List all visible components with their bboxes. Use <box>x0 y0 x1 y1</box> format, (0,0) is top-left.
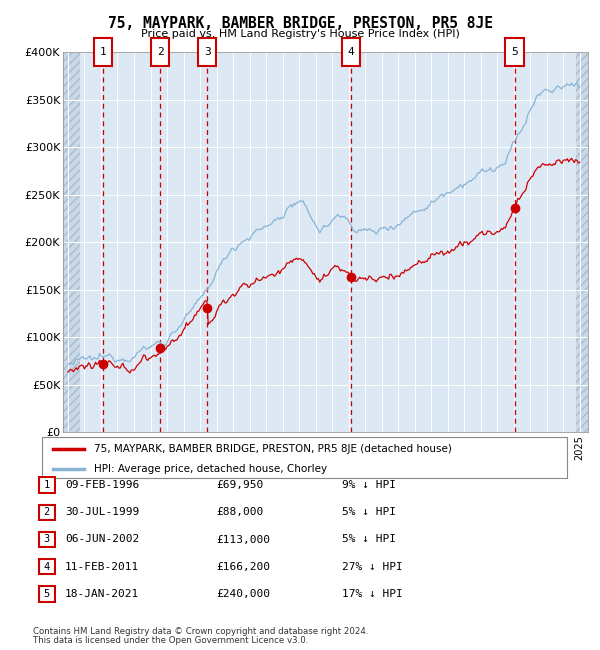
Text: 4: 4 <box>44 562 50 572</box>
Text: 09-FEB-1996: 09-FEB-1996 <box>65 480 139 490</box>
Text: This data is licensed under the Open Government Licence v3.0.: This data is licensed under the Open Gov… <box>33 636 308 645</box>
Text: 5: 5 <box>511 47 518 57</box>
Bar <box>63 52 80 432</box>
FancyBboxPatch shape <box>39 477 55 493</box>
Text: 2: 2 <box>44 507 50 517</box>
Text: Contains HM Land Registry data © Crown copyright and database right 2024.: Contains HM Land Registry data © Crown c… <box>33 627 368 636</box>
Text: 30-JUL-1999: 30-JUL-1999 <box>65 507 139 517</box>
FancyBboxPatch shape <box>198 38 217 66</box>
Text: 3: 3 <box>204 47 211 57</box>
FancyBboxPatch shape <box>39 559 55 575</box>
Text: 5% ↓ HPI: 5% ↓ HPI <box>342 507 396 517</box>
Text: 9% ↓ HPI: 9% ↓ HPI <box>342 480 396 490</box>
Text: £88,000: £88,000 <box>216 507 263 517</box>
Text: 4: 4 <box>347 47 354 57</box>
FancyBboxPatch shape <box>42 437 567 478</box>
Text: 06-JUN-2002: 06-JUN-2002 <box>65 534 139 545</box>
Text: 3: 3 <box>44 534 50 545</box>
FancyBboxPatch shape <box>39 586 55 602</box>
Bar <box>575 52 588 432</box>
Bar <box>575 52 588 432</box>
Text: £240,000: £240,000 <box>216 589 270 599</box>
Text: 75, MAYPARK, BAMBER BRIDGE, PRESTON, PR5 8JE: 75, MAYPARK, BAMBER BRIDGE, PRESTON, PR5… <box>107 16 493 31</box>
Text: 1: 1 <box>44 480 50 490</box>
Text: 11-FEB-2011: 11-FEB-2011 <box>65 562 139 572</box>
FancyBboxPatch shape <box>505 38 524 66</box>
FancyBboxPatch shape <box>39 504 55 520</box>
Text: Price paid vs. HM Land Registry's House Price Index (HPI): Price paid vs. HM Land Registry's House … <box>140 29 460 38</box>
FancyBboxPatch shape <box>94 38 112 66</box>
Text: £69,950: £69,950 <box>216 480 263 490</box>
FancyBboxPatch shape <box>341 38 359 66</box>
Text: 5% ↓ HPI: 5% ↓ HPI <box>342 534 396 545</box>
FancyBboxPatch shape <box>39 532 55 547</box>
Text: 27% ↓ HPI: 27% ↓ HPI <box>342 562 403 572</box>
Text: HPI: Average price, detached house, Chorley: HPI: Average price, detached house, Chor… <box>95 464 328 474</box>
Text: 18-JAN-2021: 18-JAN-2021 <box>65 589 139 599</box>
Text: £166,200: £166,200 <box>216 562 270 572</box>
Bar <box>63 52 80 432</box>
Text: 75, MAYPARK, BAMBER BRIDGE, PRESTON, PR5 8JE (detached house): 75, MAYPARK, BAMBER BRIDGE, PRESTON, PR5… <box>95 444 452 454</box>
Text: 17% ↓ HPI: 17% ↓ HPI <box>342 589 403 599</box>
Text: 2: 2 <box>157 47 163 57</box>
FancyBboxPatch shape <box>151 38 169 66</box>
Text: £113,000: £113,000 <box>216 534 270 545</box>
Text: 1: 1 <box>100 47 106 57</box>
Text: 5: 5 <box>44 589 50 599</box>
